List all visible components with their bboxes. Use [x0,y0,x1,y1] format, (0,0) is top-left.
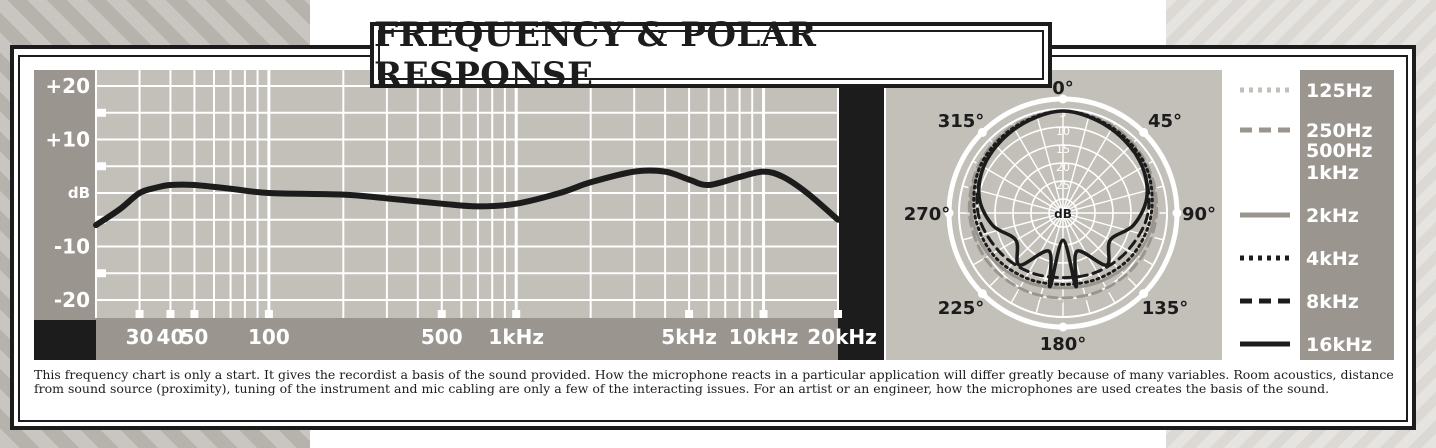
x-tick-marker [264,310,273,318]
polar-grid-spoke [1062,212,1164,241]
legend-label: 125Hz [1306,80,1373,102]
corner-block [34,320,96,360]
polar-grid-spoke [1062,138,1138,214]
polar-radial-label: 10 [1056,125,1070,138]
x-tick-marker [135,310,144,318]
polar-grid-spoke [1062,112,1091,214]
frequency-end-bar [838,70,884,360]
polar-angle-marker [977,127,987,137]
polar-chart: 5 10 15 20 25 dB 0° 45° 90° 135° 180° 225° 270° 315° [886,70,1222,360]
polar-grid-spoke [972,212,1064,266]
polar-grid-spoke [1062,160,1154,214]
x-tick-label: 1kHz [488,325,544,349]
disclaimer-text: This frequency chart is only a start. It… [34,367,1394,396]
polar-angle-marker [977,289,987,299]
x-tick-marker [166,310,175,318]
polar-angle-marker [944,208,954,218]
polar-grid-spoke [988,138,1064,214]
legend-label: 16kHz [1306,334,1372,356]
x-tick-marker [685,310,694,318]
polar-series-line [966,109,1160,303]
polar-radial-label: dB [1054,207,1072,221]
x-tick-marker [190,310,199,318]
y-tick-marker [96,269,106,278]
y-tick-marker [96,162,106,171]
polar-grid-spoke [962,212,1064,241]
x-tick-label: 30 [126,325,154,349]
polar-angle-label: 90° [1182,204,1216,225]
x-tick-label: 5kHz [661,325,717,349]
polar-angle-marker [1172,208,1182,218]
y-tick-label: +20 [45,74,90,98]
x-tick-marker [512,310,521,318]
polar-radial-label: 15 [1056,143,1070,156]
polar-angle-marker [1139,289,1149,299]
polar-radial-label: 5 [1060,107,1067,120]
polar-series-line [967,109,1159,300]
polar-grid-spoke [1010,122,1064,214]
polar-grid-spoke [972,160,1064,214]
polar-angle-marker [1139,127,1149,137]
polar-angle-label: 225° [938,298,985,319]
x-tick-marker [437,310,446,318]
chart-title: FREQUENCY & POLAR RESPONSE [374,15,817,95]
x-tick-label: 10kHz [729,325,799,349]
y-tick-label: +10 [45,128,90,152]
legend-label: 250Hz [1306,120,1373,142]
legend-label: 2kHz [1306,205,1359,227]
polar-grid-spoke [1062,212,1154,266]
x-tick-label: 500 [421,325,463,349]
legend-label: 1kHz [1306,162,1359,184]
polar-grid-spoke [1035,112,1064,214]
polar-grid-spoke [1062,122,1116,214]
y-tick-label: -20 [54,288,90,312]
x-tick-label: 20kHz [807,325,877,349]
polar-angle-label: 180° [1040,334,1087,355]
y-tick-label: dB [68,184,90,202]
x-tick-label: 40 [157,325,185,349]
x-tick-marker [759,310,768,318]
legend-label: 4kHz [1306,248,1359,270]
title-box: FREQUENCY & POLAR RESPONSE [370,15,1052,95]
legend-panel [1300,70,1394,360]
polar-angle-label: 45° [1148,111,1182,132]
x-tick-marker [834,310,842,318]
polar-radial-label: 25 [1056,179,1070,192]
polar-angle-label: 315° [938,111,985,132]
polar-angle-marker [1058,322,1068,332]
y-tick-marker [96,108,106,117]
polar-series-line [977,109,1149,289]
y-axis-band [34,70,96,360]
polar-angle-label: 0° [1052,78,1074,99]
polar-angle-marker [1058,94,1068,104]
polar-angle-label: 270° [904,204,951,225]
y-tick-label: -10 [54,235,90,259]
polar-angle-label: 135° [1142,298,1189,319]
legend-label: 500Hz [1306,140,1373,162]
x-tick-label: 100 [248,325,290,349]
x-tick-label: 50 [181,325,209,349]
legend-label: 8kHz [1306,291,1359,313]
x-axis-band [34,318,884,360]
frequency-response-line [93,167,841,229]
polar-series-line [972,109,1154,286]
polar-radial-label: 20 [1056,161,1070,174]
